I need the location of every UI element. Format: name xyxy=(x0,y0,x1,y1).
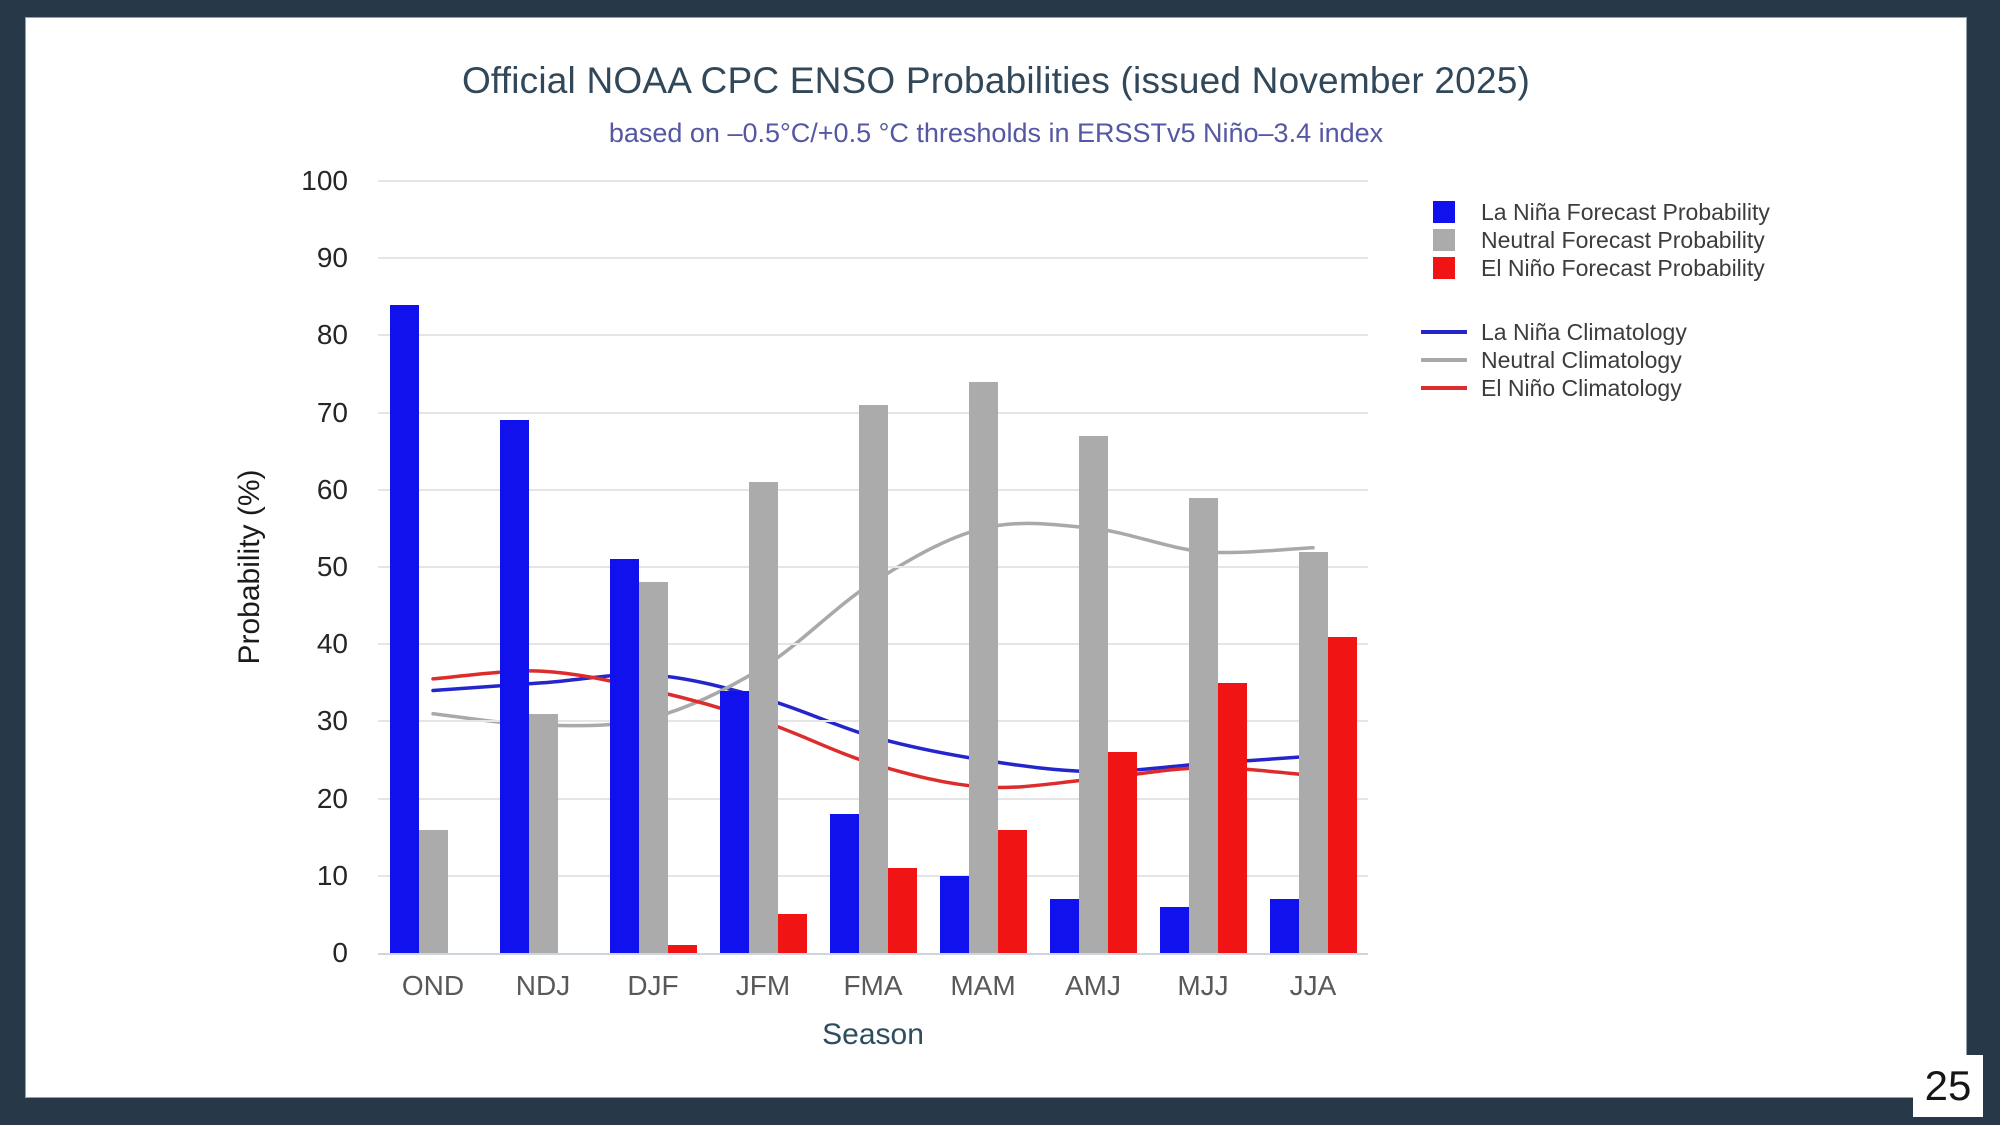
bar-el-ni-o-forecast-probability-amj xyxy=(1107,752,1137,953)
legend-label: El Niño Forecast Probability xyxy=(1481,254,1765,281)
neutral-forecast-swatch-icon xyxy=(1433,229,1455,251)
legend-item-la-nina-forecast: La Niña Forecast Probability xyxy=(1415,198,1835,226)
el-nino-climatology-line-icon xyxy=(1421,386,1467,390)
legend-item-la-nina-climatology: La Niña Climatology xyxy=(1415,318,1835,346)
bar-el-ni-o-forecast-probability-jfm xyxy=(777,914,807,953)
x-tick-ond: OND xyxy=(401,970,465,1001)
bar-la-ni-a-forecast-probability-mam xyxy=(939,875,969,953)
bar-la-ni-a-forecast-probability-ond xyxy=(389,304,419,953)
legend-item-neutral-climatology: Neutral Climatology xyxy=(1415,346,1835,374)
bar-la-ni-a-forecast-probability-jja xyxy=(1269,899,1299,953)
bar-el-ni-o-forecast-probability-jja xyxy=(1327,636,1357,953)
x-tick-mjj: MJJ xyxy=(1177,970,1229,1001)
la-nina-climatology-line-icon xyxy=(1421,330,1467,334)
bar-neutral-forecast-probability-ndj xyxy=(528,713,558,953)
x-axis-line xyxy=(378,953,1368,955)
y-tick-70: 70 xyxy=(316,396,348,428)
bar-neutral-forecast-probability-djf xyxy=(638,582,668,953)
gridline-100 xyxy=(378,180,1368,182)
legend-swatch-wrap xyxy=(1415,386,1477,390)
plot-area xyxy=(378,180,1368,955)
bar-la-ni-a-forecast-probability-jfm xyxy=(719,690,749,953)
bar-el-ni-o-forecast-probability-mjj xyxy=(1217,682,1247,953)
bar-neutral-forecast-probability-ond xyxy=(418,829,448,953)
x-tick-fma: FMA xyxy=(843,970,903,1001)
legend-swatch-wrap xyxy=(1415,358,1477,362)
y-tick-40: 40 xyxy=(316,628,348,660)
y-axis-ticks: 0 10 20 30 40 50 60 70 80 90 100 xyxy=(248,165,348,985)
x-tick-ndj: NDJ xyxy=(515,970,571,1001)
bar-el-ni-o-forecast-probability-fma xyxy=(887,868,917,953)
legend-swatch-wrap xyxy=(1415,201,1477,223)
legend: La Niña Forecast Probability Neutral For… xyxy=(1415,198,1835,402)
x-axis-ticks: OND NDJ DJF JFM FMA MAM AMJ MJJ JJA xyxy=(378,969,1368,1003)
y-tick-90: 90 xyxy=(316,242,348,274)
x-tick-mam: MAM xyxy=(950,970,1016,1001)
bar-la-ni-a-forecast-probability-amj xyxy=(1049,899,1079,953)
legend-label: El Niño Climatology xyxy=(1481,374,1682,401)
el-nino-forecast-swatch-icon xyxy=(1433,257,1455,279)
x-tick-jfm: JFM xyxy=(735,970,791,1001)
legend-swatch-wrap xyxy=(1415,330,1477,334)
bar-el-ni-o-forecast-probability-mam xyxy=(997,829,1027,953)
bar-la-ni-a-forecast-probability-ndj xyxy=(499,420,529,953)
x-axis-title: Season xyxy=(822,1018,924,1051)
neutral-climatology-line-icon xyxy=(1421,358,1467,362)
y-tick-30: 30 xyxy=(316,705,348,737)
legend-item-el-nino-climatology: El Niño Climatology xyxy=(1415,374,1835,402)
y-tick-10: 10 xyxy=(316,859,348,891)
gridline-90 xyxy=(378,257,1368,260)
legend-label: Neutral Climatology xyxy=(1481,346,1682,373)
bar-la-ni-a-forecast-probability-djf xyxy=(609,559,639,953)
legend-label: Neutral Forecast Probability xyxy=(1481,226,1765,253)
legend-swatch-wrap xyxy=(1415,257,1477,279)
bar-neutral-forecast-probability-amj xyxy=(1078,435,1108,953)
bar-neutral-forecast-probability-fma xyxy=(858,404,888,953)
legend-item-el-nino-forecast: El Niño Forecast Probability xyxy=(1415,254,1835,282)
bar-neutral-forecast-probability-jja xyxy=(1298,551,1328,953)
bar-neutral-forecast-probability-jfm xyxy=(748,482,778,953)
legend-gap xyxy=(1415,282,1835,318)
bar-neutral-forecast-probability-mam xyxy=(968,381,998,953)
bar-el-ni-o-forecast-probability-djf xyxy=(667,945,697,953)
y-tick-80: 80 xyxy=(316,319,348,351)
gridline-80 xyxy=(378,334,1368,337)
y-tick-100: 100 xyxy=(301,165,348,196)
x-tick-djf: DJF xyxy=(627,970,679,1001)
y-tick-20: 20 xyxy=(316,782,348,814)
y-tick-0: 0 xyxy=(332,937,348,968)
bar-la-ni-a-forecast-probability-mjj xyxy=(1159,906,1189,953)
x-tick-amj: AMJ xyxy=(1065,970,1121,1001)
chart-title: Official NOAA CPC ENSO Probabilities (is… xyxy=(461,60,1531,101)
legend-item-neutral-forecast: Neutral Forecast Probability xyxy=(1415,226,1835,254)
slide: Official NOAA CPC ENSO Probabilities (is… xyxy=(26,18,1966,1097)
bar-neutral-forecast-probability-mjj xyxy=(1188,497,1218,953)
legend-label: La Niña Forecast Probability xyxy=(1481,198,1770,225)
chart-subtitle: based on –0.5°C/+0.5 °C thresholds in ER… xyxy=(608,118,1384,148)
bar-la-ni-a-forecast-probability-fma xyxy=(829,814,859,953)
x-tick-jja: JJA xyxy=(1289,970,1337,1001)
legend-label: La Niña Climatology xyxy=(1481,318,1687,345)
legend-swatch-wrap xyxy=(1415,229,1477,251)
y-tick-50: 50 xyxy=(316,551,348,582)
page-number-box: 25 xyxy=(1913,1055,1983,1117)
la-nina-forecast-swatch-icon xyxy=(1433,201,1455,223)
page-number: 25 xyxy=(1924,1062,1972,1109)
y-tick-60: 60 xyxy=(316,473,348,505)
